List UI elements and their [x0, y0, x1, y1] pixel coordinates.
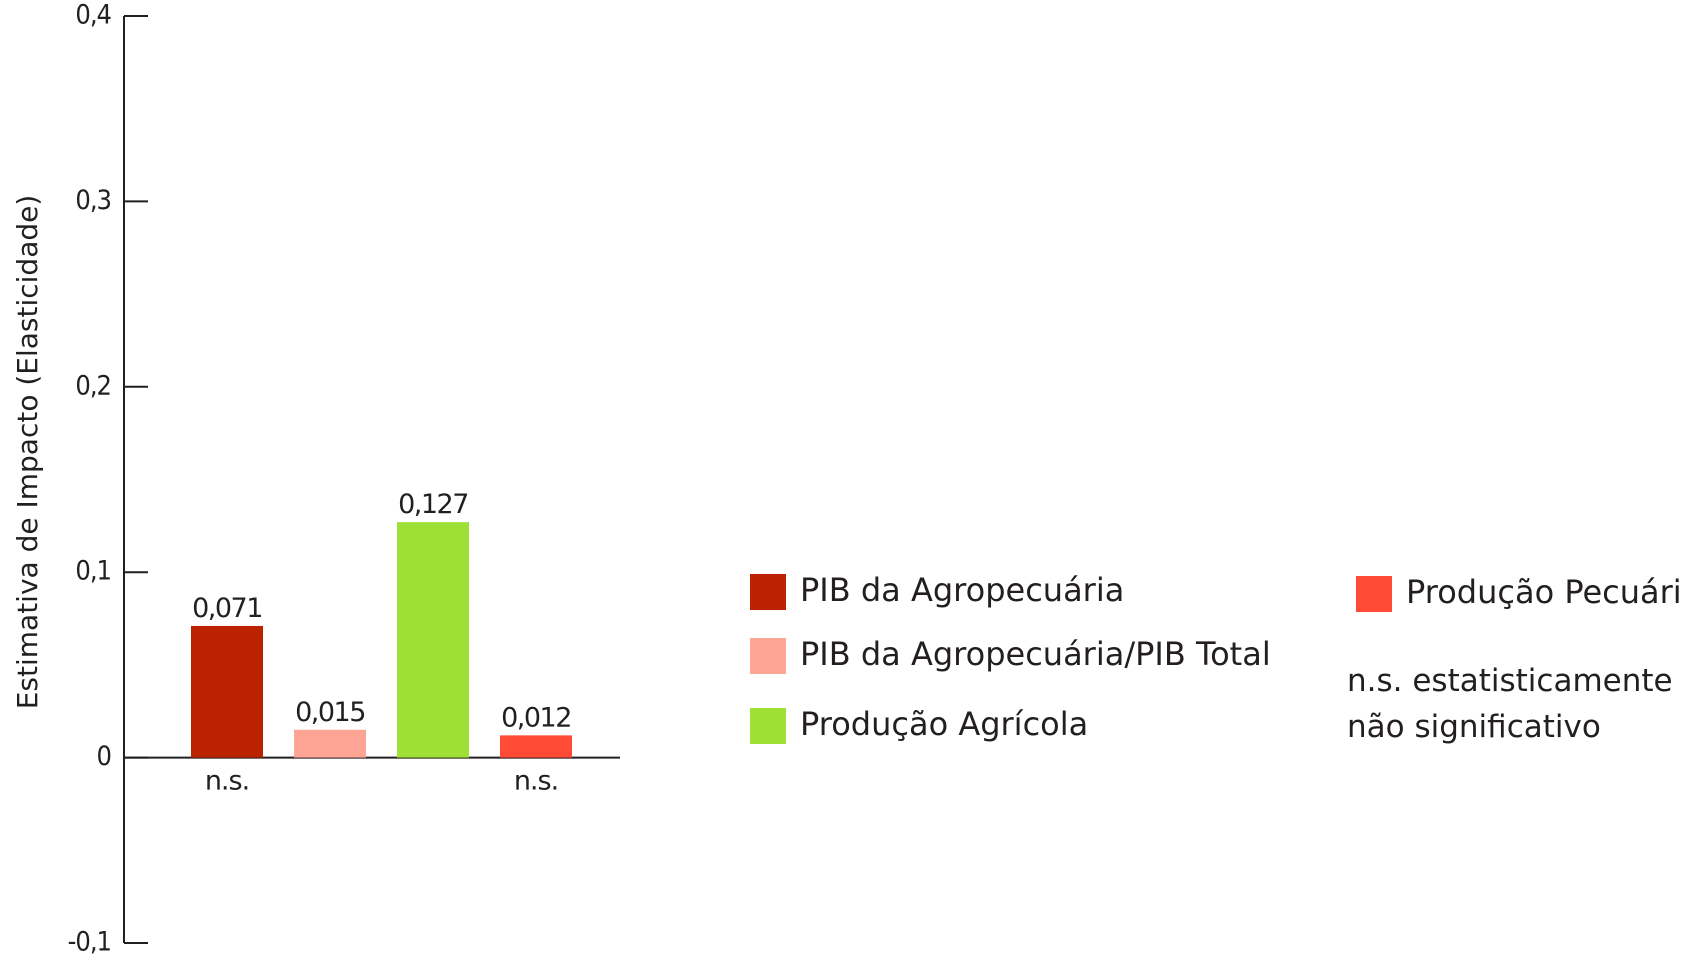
significance-note: n.s. estatisticamente não significativo: [1347, 663, 1673, 745]
bar-value-label: 0,015: [295, 697, 365, 728]
ns-label: n.s.: [205, 766, 249, 797]
legend-label: PIB da Agropecuária: [800, 571, 1124, 609]
legend-item: Produção Agrícola: [750, 705, 1088, 744]
y-axis: 0,4 0,3 0,2 0,1 0 -0,1: [68, 0, 148, 958]
legend-label: PIB da Agropecuária/PIB Total: [800, 635, 1271, 673]
bar-value-label: 0,012: [501, 702, 571, 733]
legend-label: Produção Pecuária: [1406, 573, 1683, 611]
note-line-2: não significativo: [1347, 709, 1601, 745]
legend-swatch: [750, 638, 786, 674]
y-tick-label: -0,1: [68, 927, 111, 958]
y-axis-title: Estimativa de Impacto (Elasticidade): [11, 195, 44, 710]
y-tick-label: 0,1: [75, 556, 111, 587]
legend-item: Produção Pecuária: [1356, 573, 1683, 612]
y-tick-label: 0: [97, 741, 111, 772]
bar-series: [191, 522, 572, 758]
y-tick-label: 0,4: [75, 0, 111, 31]
y-tick-label: 0,3: [75, 185, 111, 216]
legend-swatch: [750, 574, 786, 610]
legend-swatch: [1356, 576, 1392, 612]
bar: [500, 735, 572, 758]
significance-labels: n.s. n.s.: [205, 766, 559, 797]
bar: [191, 625, 263, 758]
note-line-1: n.s. estatisticamente: [1347, 663, 1673, 699]
bar-value-labels: 0,071 0,015 0,127 0,012: [192, 489, 572, 733]
bar: [294, 729, 366, 758]
legend: PIB da Agropecuária PIB da Agropecuária/P…: [750, 571, 1683, 744]
ns-label: n.s.: [514, 766, 558, 797]
legend-label: Produção Agrícola: [800, 705, 1088, 743]
bar: [397, 522, 469, 758]
bar-value-label: 0,127: [398, 489, 468, 520]
legend-item: PIB da Agropecuária/PIB Total: [750, 635, 1271, 674]
legend-item: PIB da Agropecuária: [750, 571, 1124, 610]
legend-swatch: [750, 708, 786, 744]
bar-value-label: 0,071: [192, 593, 262, 624]
y-tick-label: 0,2: [75, 370, 111, 401]
